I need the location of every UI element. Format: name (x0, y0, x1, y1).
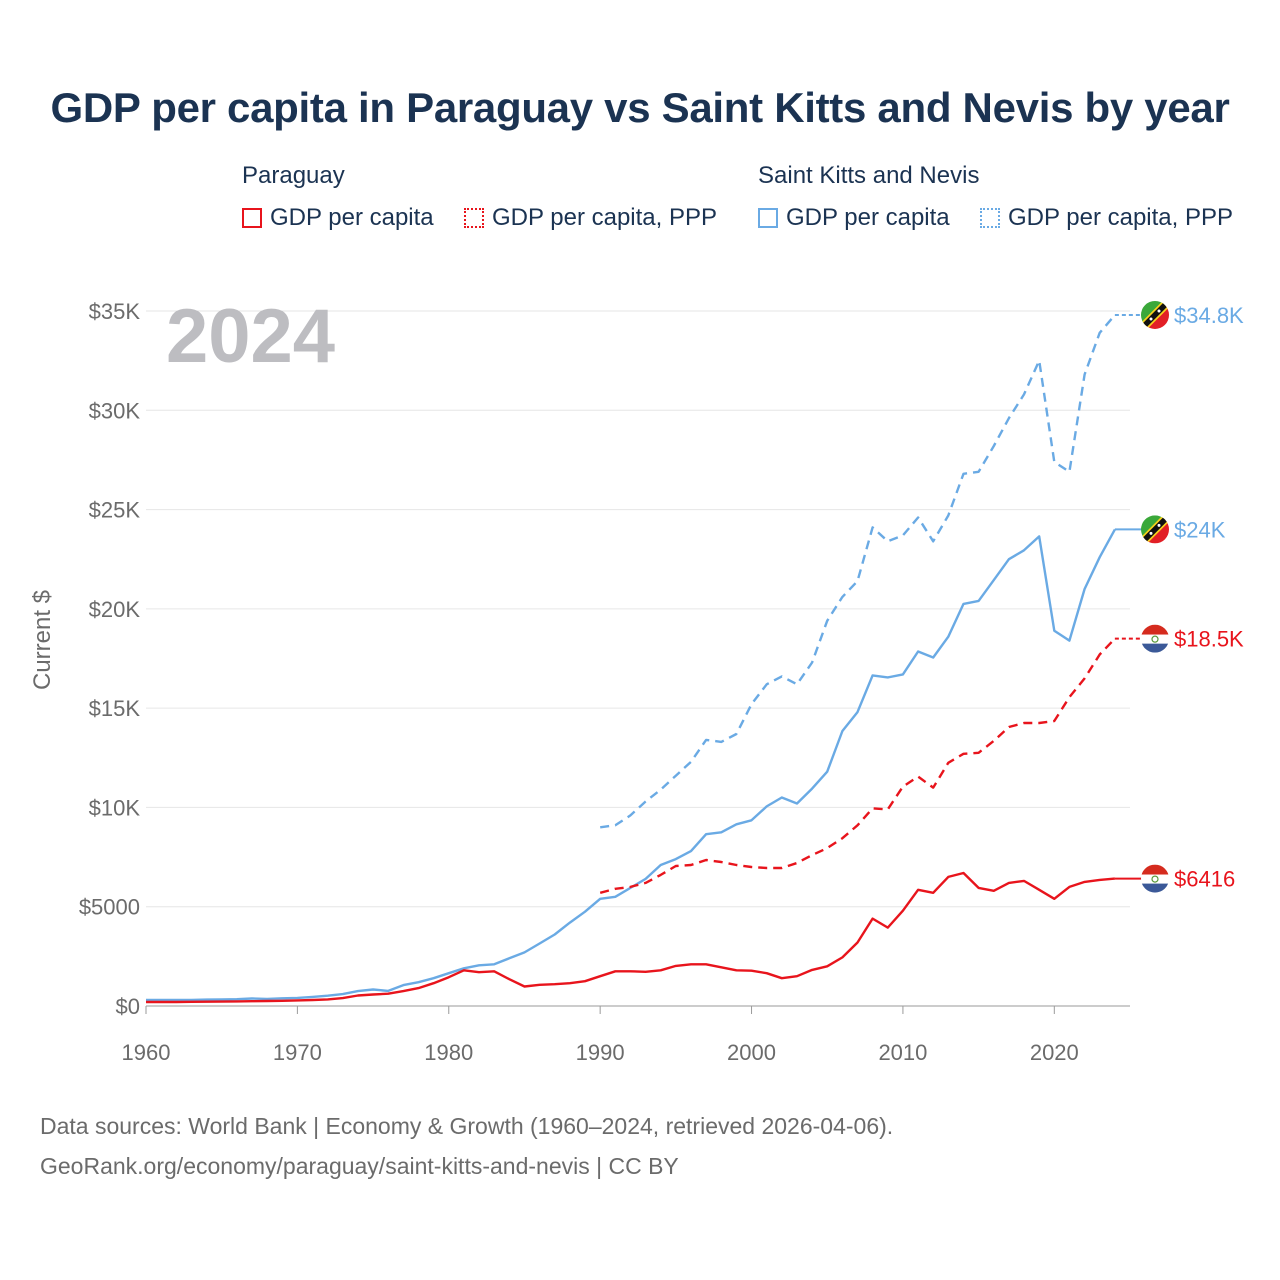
flag-stripe-white (1141, 874, 1169, 884)
flag-stripe-white (1141, 634, 1169, 644)
y-tick-label: $0 (116, 994, 140, 1019)
flag-emblem (1151, 875, 1159, 883)
flag-stripe-red (1141, 864, 1169, 875)
x-tick-label: 2010 (878, 1040, 927, 1065)
flag-stripe-red (1141, 624, 1169, 635)
flag-emblem (1151, 635, 1159, 643)
series-line-1 (146, 528, 1116, 1002)
footer-sources: Data sources: World Bank | Economy & Gro… (40, 1113, 894, 1139)
saint-kitts-flag-icon (1141, 300, 1169, 329)
x-tick-label: 2020 (1030, 1040, 1079, 1065)
x-axis-ticks: 1960 1970 1980 1990 2000 2010 2020 (122, 1006, 1079, 1065)
y-axis-label: Current $ (29, 590, 56, 690)
flag-star (1157, 309, 1161, 313)
paraguay-flag-icon (1141, 864, 1169, 893)
legend-group-skn: Saint Kitts and Nevis (758, 162, 980, 189)
legend-item-paraguay-gdp[interactable]: GDP per capita (242, 204, 434, 232)
end-labels: $34.8K $24K $18.5K $6416 (1114, 300, 1244, 893)
y-tick-label: $20K (89, 597, 141, 622)
x-tick-label: 1990 (576, 1040, 625, 1065)
grid-lines (146, 310, 1130, 908)
y-tick-label: $30K (89, 398, 141, 423)
y-tick-label: $35K (89, 299, 141, 324)
legend-group-paraguay: Paraguay (242, 162, 345, 189)
y-tick-label: $25K (89, 498, 141, 523)
legend-swatch-solid-blue (758, 208, 778, 228)
legend-label: GDP per capita, PPP (1008, 204, 1233, 231)
flag-star (1149, 317, 1153, 321)
footer: Data sources: World Bank | Economy & Gro… (40, 1106, 893, 1186)
end-value-label: $6416 (1174, 867, 1235, 892)
legend-label: GDP per capita (270, 204, 434, 231)
legend-label: GDP per capita, PPP (492, 204, 717, 231)
year-label: 2024 (166, 294, 335, 379)
flag-body (1141, 864, 1169, 893)
legend-item-skn-ppp[interactable]: GDP per capita, PPP (980, 204, 1233, 232)
flag-star (1157, 523, 1161, 527)
line-chart: $0 $5000 $10K $15K $20K $25K $30K $35K 1960 1970… (29, 294, 1244, 1065)
x-tick-label: 1980 (424, 1040, 473, 1065)
flag-body (1141, 300, 1169, 329)
legend-swatch-dotted-blue (980, 208, 1000, 228)
legend-item-skn-gdp[interactable]: GDP per capita (758, 204, 950, 232)
series-lines (146, 314, 1116, 1004)
legend-label: GDP per capita (786, 204, 950, 231)
saint-kitts-flag-icon (1141, 515, 1169, 544)
y-tick-label: $10K (89, 795, 141, 820)
x-tick-label: 1970 (273, 1040, 322, 1065)
series-line-0 (600, 314, 1116, 829)
y-tick-label: $5000 (79, 895, 140, 920)
legend-swatch-solid-red (242, 208, 262, 228)
y-axis-ticks: $0 $5000 $10K $15K $20K $25K $30K $35K (79, 299, 141, 1019)
paraguay-flag-icon (1141, 624, 1169, 653)
flag-stripe-blue (1141, 883, 1169, 893)
flag-star (1149, 531, 1153, 535)
y-tick-label: $15K (89, 696, 141, 721)
chart-title: GDP per capita in Paraguay vs Saint Kitt… (50, 84, 1230, 131)
x-tick-label: 2000 (727, 1040, 776, 1065)
legend-swatch-dotted-red (464, 208, 484, 228)
flag-body (1141, 624, 1169, 653)
x-tick-label: 1960 (122, 1040, 171, 1065)
flag-body (1141, 515, 1169, 544)
flag-stripe-blue (1141, 643, 1169, 653)
series-line-3 (146, 871, 1116, 1004)
end-value-label: $34.8K (1174, 303, 1244, 328)
footer-link[interactable]: GeoRank.org/economy/paraguay/saint-kitts… (40, 1153, 679, 1179)
end-value-label: $18.5K (1174, 627, 1244, 652)
end-value-label: $24K (1174, 517, 1226, 542)
legend-item-paraguay-ppp[interactable]: GDP per capita, PPP (464, 204, 717, 232)
series-line-2 (599, 637, 1116, 894)
